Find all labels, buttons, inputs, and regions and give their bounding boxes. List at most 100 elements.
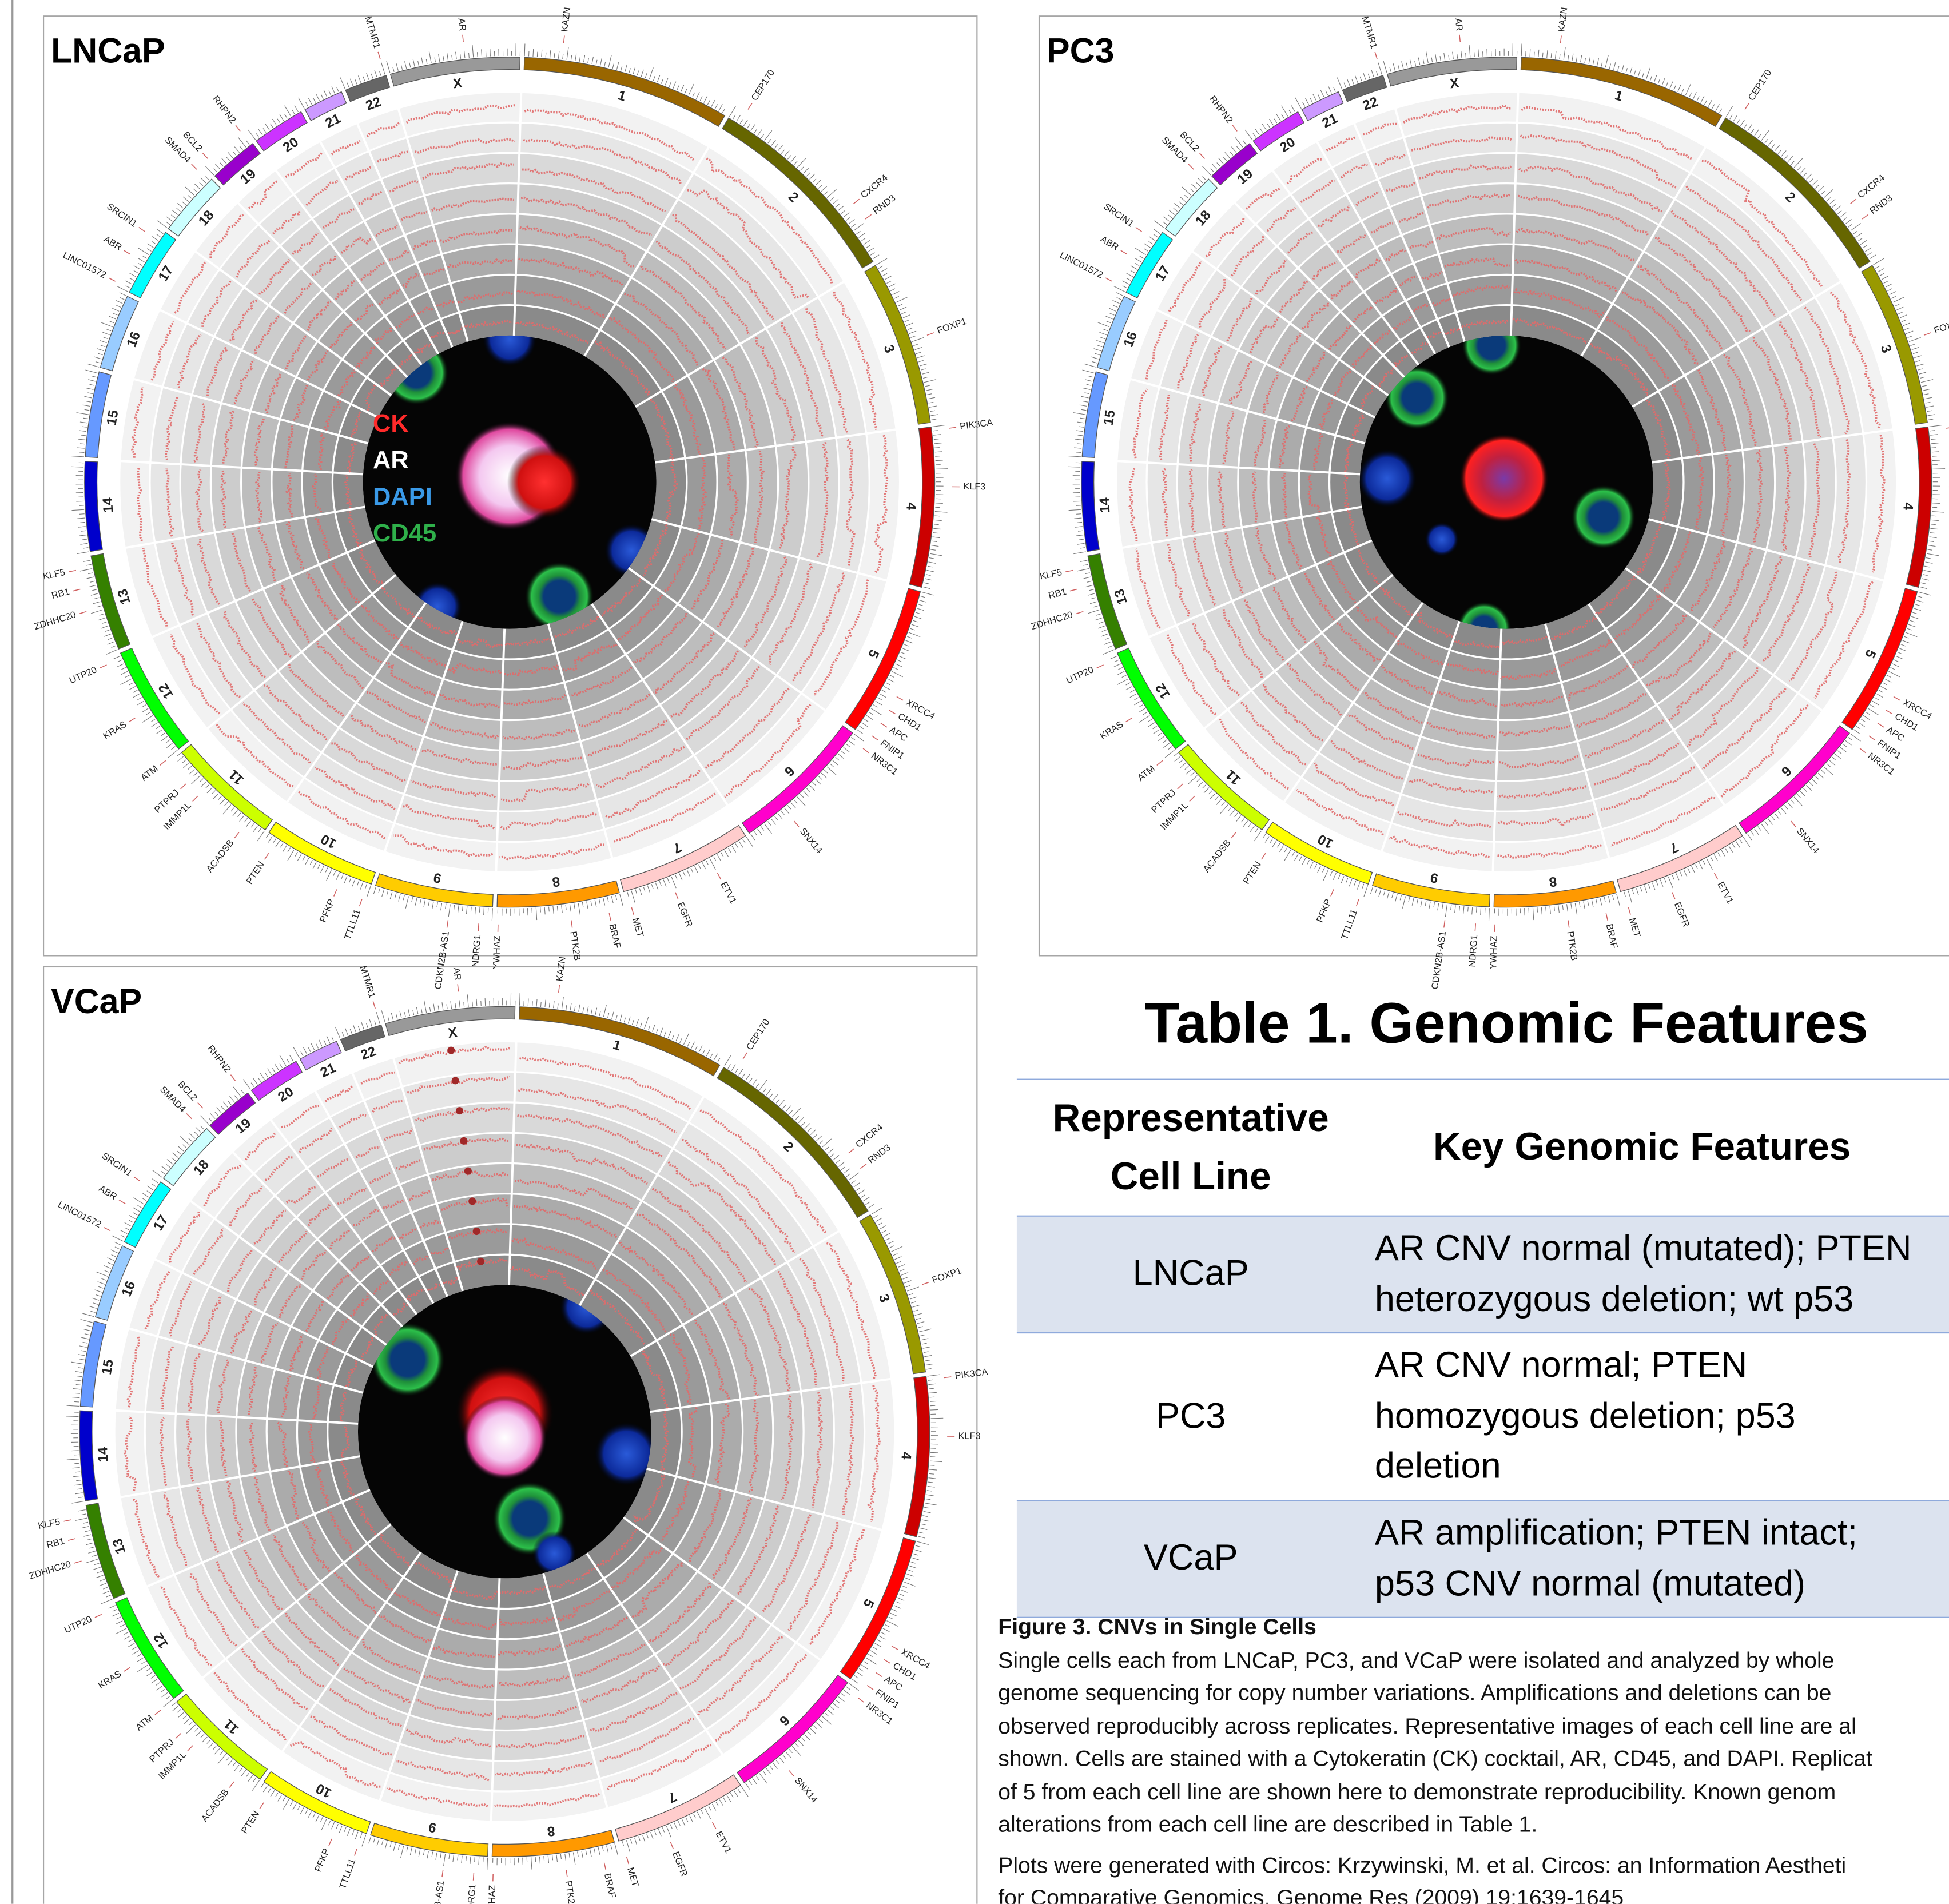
gene-leader <box>863 748 869 753</box>
ideogram-tick <box>717 854 721 861</box>
gene-leader <box>1232 125 1237 131</box>
gene-label: CEP170 <box>1747 68 1774 103</box>
ideogram-tick <box>588 58 589 63</box>
ideogram-tick <box>1876 694 1883 697</box>
gene-leader <box>234 832 239 838</box>
stained-cell <box>463 1396 547 1480</box>
ideogram-tick <box>1609 63 1610 68</box>
ideogram-tick <box>1537 907 1538 913</box>
ideogram-tick <box>1139 705 1143 708</box>
ideogram-tick <box>741 1786 748 1797</box>
ideogram-tick <box>385 1841 387 1849</box>
ideogram-tick <box>152 237 158 241</box>
ideogram-tick <box>214 169 217 172</box>
ideogram-tick <box>1400 895 1401 900</box>
ideogram-tick <box>919 1532 924 1533</box>
ideogram-tick <box>910 628 914 630</box>
ideogram-tick <box>883 1628 890 1632</box>
ideogram-tick <box>904 1582 915 1587</box>
gene-leader <box>1869 736 1875 740</box>
ideogram-tick <box>453 1855 454 1862</box>
ideogram-tick <box>695 1046 697 1050</box>
ideogram-tick <box>598 1847 600 1855</box>
ideogram-tick <box>903 1277 908 1279</box>
ideogram-tick <box>81 435 86 436</box>
ideogram-tick <box>1712 104 1715 109</box>
ideogram-tick <box>676 1034 679 1041</box>
ideogram-tick <box>152 1679 158 1683</box>
ideogram-tick <box>651 1832 653 1839</box>
ideogram-tick <box>1658 79 1660 83</box>
ideogram-tick <box>490 49 491 57</box>
ideogram-tick <box>81 1514 86 1515</box>
gene-leader <box>229 1782 234 1787</box>
ideogram-tick <box>599 899 600 904</box>
ideogram-tick <box>81 1351 86 1352</box>
ideogram-tick <box>1538 50 1539 57</box>
ideogram-tick <box>308 1047 311 1052</box>
ideogram-tick <box>71 1501 83 1504</box>
stain-legend-label: AR <box>373 447 409 474</box>
ideogram-tick <box>920 1335 925 1336</box>
ideogram-tick <box>1923 575 1927 576</box>
ideogram-tick <box>96 1272 108 1276</box>
ideogram-tick <box>1797 167 1801 170</box>
ideogram-tick <box>878 698 882 700</box>
ideogram-tick <box>706 1050 710 1056</box>
ideogram-tick <box>196 1731 201 1736</box>
ideogram-tick <box>1695 865 1697 869</box>
ideogram-tick <box>926 1364 933 1365</box>
ideogram-tick <box>335 1027 340 1038</box>
ideogram-tick <box>881 269 887 272</box>
ideogram-tick <box>76 1480 81 1481</box>
gene-label: BRAF <box>1604 923 1620 949</box>
gene-leader <box>186 1113 192 1118</box>
chromosome-label: 13 <box>110 1537 129 1556</box>
ideogram-tick <box>787 806 791 810</box>
ideogram-tick <box>920 1528 928 1529</box>
ideogram-tick <box>1903 323 1910 326</box>
ideogram-tick <box>818 185 822 188</box>
ideogram-tick <box>202 1737 207 1742</box>
ideogram-tick <box>1108 646 1113 647</box>
ideogram-tick <box>137 1205 141 1208</box>
gene-label: CDKN2B-AS1 <box>1430 931 1448 990</box>
ideogram-tick <box>918 360 923 361</box>
ideogram-tick <box>424 1001 427 1013</box>
panel-label: PC3 <box>1047 31 1114 70</box>
ideogram-tick <box>1921 380 1933 383</box>
ideogram-tick <box>1114 664 1121 667</box>
ideogram-tick <box>1827 198 1831 201</box>
ideogram-tick <box>761 826 764 830</box>
ideogram-tick <box>1425 901 1426 906</box>
ideogram-tick <box>868 1654 872 1657</box>
ideogram-tick <box>1919 372 1926 374</box>
ideogram-tick <box>1191 189 1194 192</box>
ideogram-tick <box>928 1482 933 1483</box>
chromosome-label: 5 <box>860 1596 877 1610</box>
ideogram-tick <box>168 750 178 758</box>
ideogram-tick <box>96 362 100 363</box>
ideogram-tick <box>277 119 280 123</box>
ideogram-tick <box>888 1241 894 1244</box>
caption-line: genome sequencing for copy number variat… <box>998 1676 1949 1710</box>
ideogram-tick <box>1102 630 1107 631</box>
ideogram-tick <box>1084 364 1096 367</box>
ideogram-tick <box>220 1751 223 1755</box>
gene-leader <box>265 853 269 859</box>
ideogram-tick <box>396 63 398 71</box>
ideogram-tick <box>186 1725 196 1734</box>
ideogram-tick <box>626 1840 630 1852</box>
ideogram-tick <box>200 779 203 782</box>
ideogram-tick <box>929 558 934 559</box>
ideogram-tick <box>637 71 639 75</box>
ideogram-tick <box>898 1264 905 1267</box>
ideogram-tick <box>1584 902 1585 909</box>
ideogram-tick <box>209 1118 212 1121</box>
ideogram-tick <box>844 1690 849 1695</box>
ideogram-tick <box>702 862 706 869</box>
ideogram-tick <box>846 217 850 220</box>
caption-line: observed reproducibly across replicates.… <box>998 1710 1949 1743</box>
ideogram-tick <box>1203 784 1206 788</box>
ideogram-tick <box>929 406 937 407</box>
